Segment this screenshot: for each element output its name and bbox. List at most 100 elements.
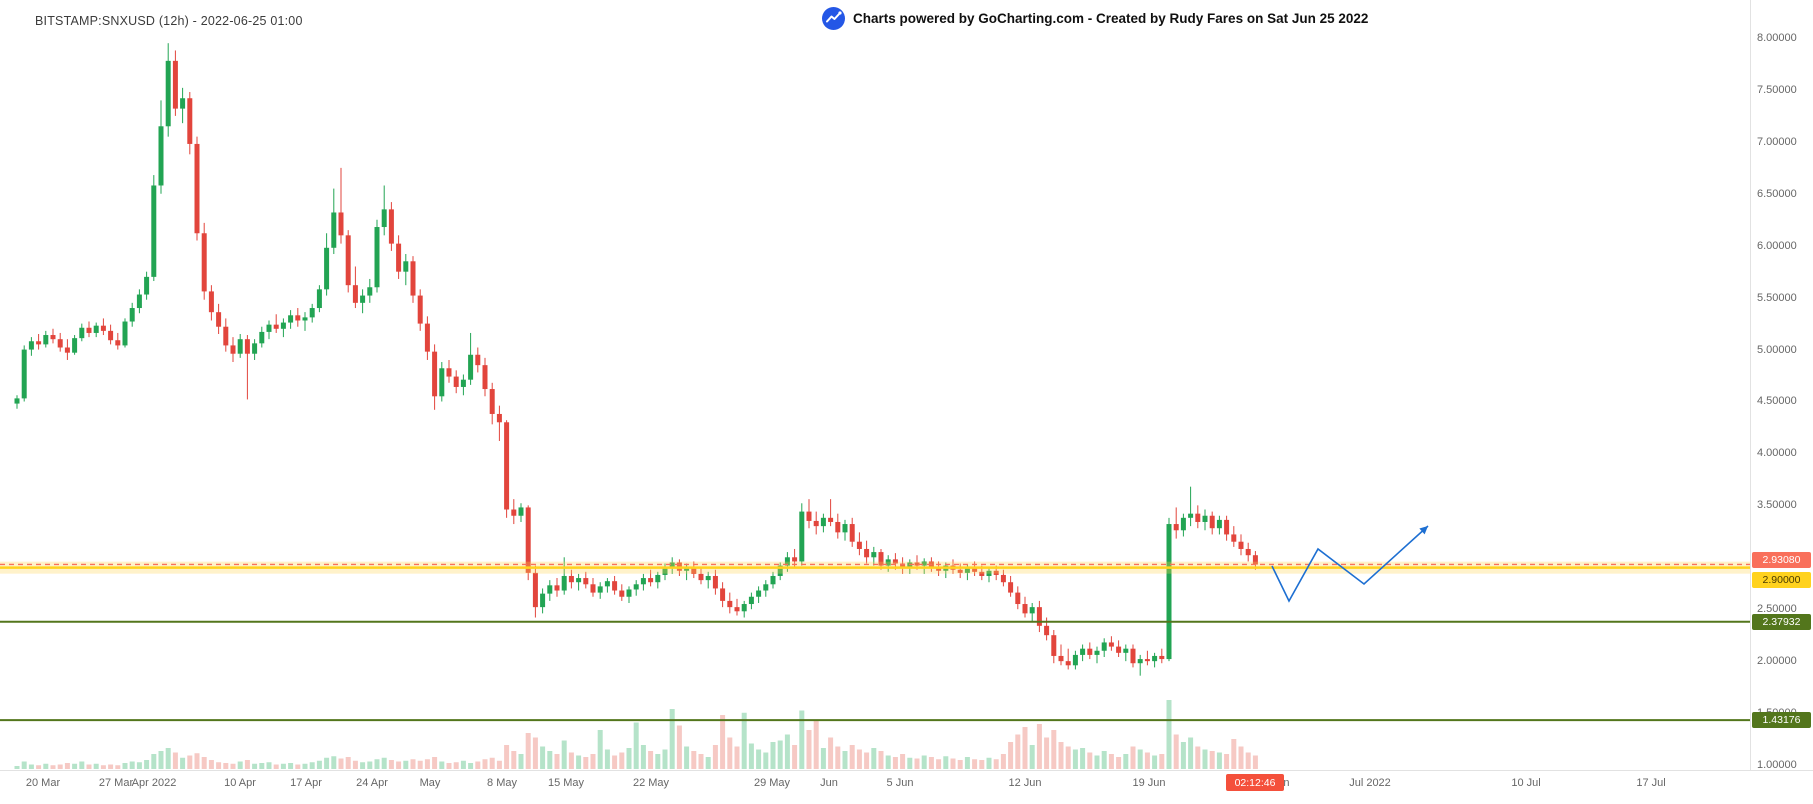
candle-up <box>748 596 754 605</box>
price-tick-label: 4.00000 <box>1757 447 1797 460</box>
volume-bar <box>734 746 740 769</box>
candle-down <box>1022 604 1028 614</box>
candle-down <box>813 520 819 527</box>
candle-up <box>986 570 992 576</box>
candlestick-chart-canvas[interactable] <box>0 0 1750 770</box>
volume-bar <box>475 761 481 769</box>
volume-bar <box>1173 734 1179 769</box>
volume-bar <box>460 760 466 769</box>
volume-bar <box>1108 754 1114 769</box>
volume-bar <box>1209 751 1215 769</box>
volume-bar <box>1166 700 1172 769</box>
volume-bar <box>388 760 394 769</box>
candle-up <box>1094 650 1100 655</box>
candle-down <box>511 509 517 516</box>
volume-bar <box>554 754 560 769</box>
candle-up <box>180 98 186 109</box>
volume-bar <box>511 751 517 769</box>
volume-bar <box>547 751 553 769</box>
candle-down <box>388 209 394 244</box>
candle-down <box>1224 519 1230 535</box>
price-axis[interactable]: 8.00000 7.50000 7.00000 6.50000 6.00000 5.500… <box>1750 0 1813 771</box>
candle-down <box>1058 655 1064 662</box>
volume-bar <box>532 737 538 769</box>
volume-bar <box>1216 752 1222 769</box>
volume-bar <box>777 740 783 769</box>
candle-up <box>1216 519 1222 529</box>
candle-down <box>453 376 459 387</box>
volume-bar <box>684 746 690 769</box>
candle-down <box>345 235 351 286</box>
candle-down <box>432 351 438 397</box>
gocharting-logo-icon <box>822 7 845 30</box>
candle-up <box>655 574 661 583</box>
volume-bar <box>424 759 430 769</box>
candle-down <box>856 541 862 549</box>
volume-bar <box>374 759 380 769</box>
volume-bar <box>345 757 351 769</box>
volume-bar <box>1152 755 1158 769</box>
volume-bar <box>165 748 171 769</box>
candle-up <box>921 561 927 566</box>
volume-bar <box>331 756 337 769</box>
volume-bar <box>727 737 733 769</box>
volume-bar <box>1101 751 1107 769</box>
candle-down <box>648 578 654 583</box>
volume-bar <box>417 760 423 769</box>
volume-bar <box>43 763 49 769</box>
candle-down <box>792 557 798 562</box>
time-axis[interactable]: 02:12:46 20 Mar 27 Mar Apr 2022 10 Apr 17 Ap… <box>0 770 1813 804</box>
volume-bar <box>230 763 236 769</box>
candle-down <box>612 581 618 591</box>
candle-down <box>993 570 999 575</box>
candle-up <box>770 575 776 585</box>
candle-down <box>396 243 402 272</box>
volume-bar <box>367 761 373 769</box>
price-tick-label: 3.50000 <box>1757 499 1797 512</box>
volume-bar <box>1231 739 1237 769</box>
candle-down <box>1015 592 1021 605</box>
candle-up <box>1180 517 1186 531</box>
time-tick-label: 20 Mar <box>25 777 61 789</box>
volume-bar <box>583 757 589 769</box>
candle-down <box>568 575 574 583</box>
price-tick-label: 7.50000 <box>1757 83 1797 96</box>
price-badge-yellow-level: 2.90000 <box>1752 571 1811 588</box>
volume-bar <box>676 725 682 769</box>
candle-down <box>1209 515 1215 529</box>
candle-up <box>28 341 34 350</box>
volume-bar <box>504 745 510 769</box>
volume-bar <box>604 749 610 769</box>
volume-bar <box>1202 749 1208 769</box>
arrow-head <box>1419 526 1428 535</box>
trend-projection-arrow[interactable] <box>1271 525 1429 603</box>
candle-down <box>525 507 531 573</box>
candle-up <box>640 578 646 585</box>
volume-bar <box>1008 742 1014 769</box>
candle-down <box>957 569 963 573</box>
candle-up <box>93 325 99 333</box>
candle-down <box>446 368 452 377</box>
candle-down <box>352 285 358 303</box>
volume-bar <box>237 761 243 769</box>
candle-up <box>705 575 711 581</box>
candle-up <box>1166 524 1172 660</box>
volume-bar <box>50 765 56 769</box>
candle-down <box>720 588 726 601</box>
volume-bar <box>597 730 603 769</box>
candle-down <box>1108 642 1114 647</box>
price-tick-label: 7.00000 <box>1757 135 1797 148</box>
volume-bar <box>1144 752 1150 769</box>
volume-bar <box>468 763 474 769</box>
candle-up <box>288 315 294 323</box>
volume-bar <box>1130 746 1136 769</box>
candle-up <box>237 339 243 354</box>
candle-up <box>280 322 286 329</box>
candle-down <box>835 521 841 533</box>
candle-down <box>216 312 222 327</box>
candle-down <box>806 511 812 521</box>
volume-bar <box>720 715 726 769</box>
volume-bar <box>208 760 214 769</box>
candle-up <box>324 247 330 290</box>
candle-down <box>914 562 920 566</box>
